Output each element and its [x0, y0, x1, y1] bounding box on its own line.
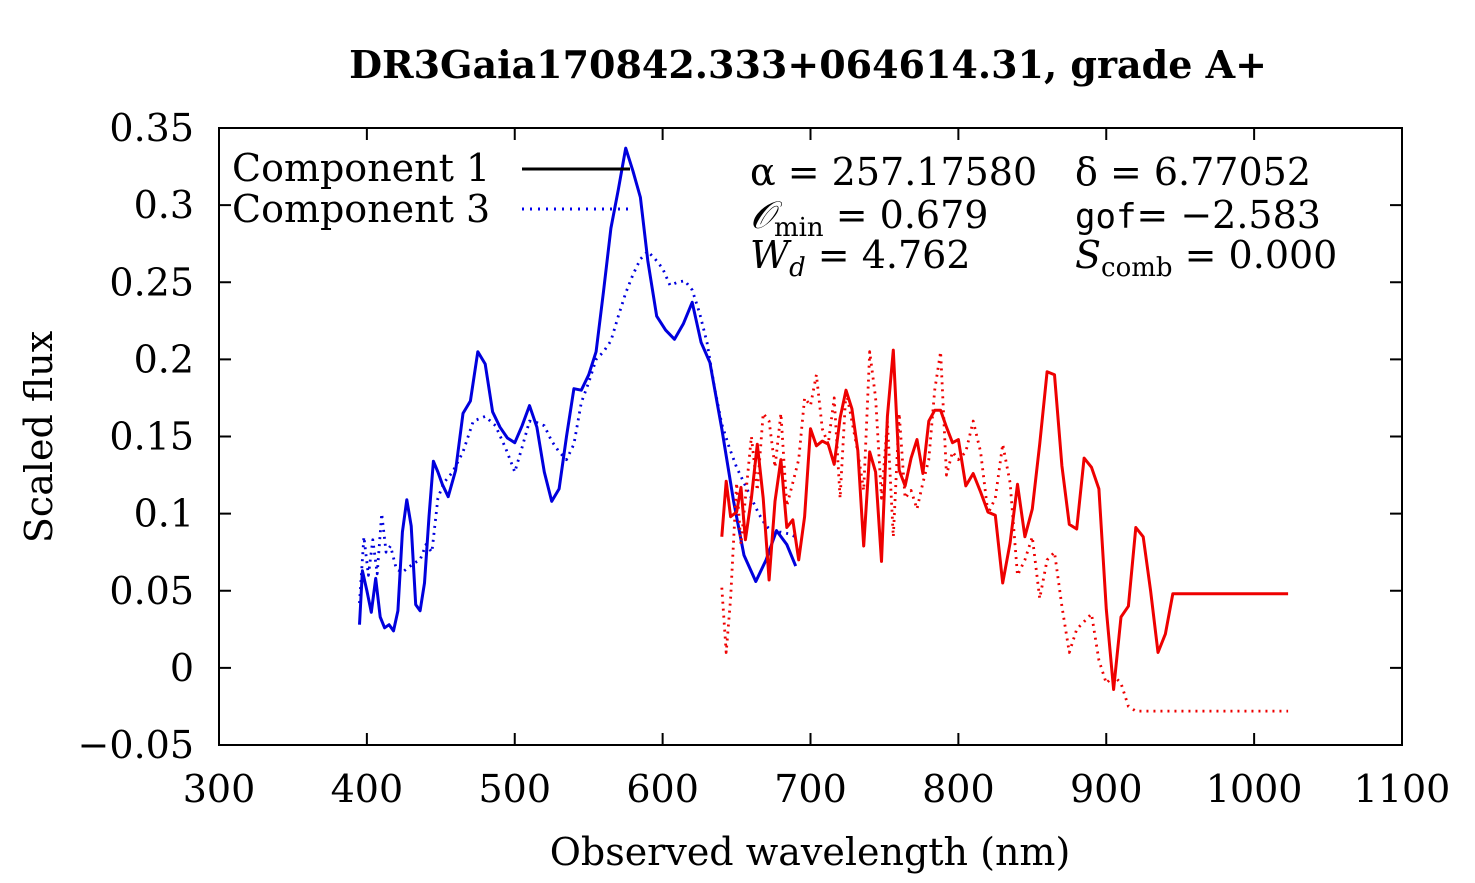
annotation-block: α = 257.17580 δ = 6.77052 𝒪min = 0.679 g… [750, 150, 1337, 283]
annotation-delta: δ = 6.77052 [1075, 150, 1311, 194]
omin-value: = 0.679 [824, 193, 989, 237]
y-tick-label: 0 [170, 646, 194, 690]
x-tick-label: 400 [331, 767, 404, 811]
x-tick-label: 500 [478, 767, 551, 811]
omin-subscript: min [774, 213, 824, 243]
legend-label-component-3: Component 3 [232, 187, 490, 231]
y-tick-label: 0.25 [109, 260, 194, 304]
x-axis-label: Observed wavelength (nm) [550, 830, 1071, 874]
x-tick-label: 300 [183, 767, 256, 811]
annotation-omin: 𝒪min = 0.679 [750, 193, 988, 243]
x-tick-label: 800 [922, 767, 995, 811]
wd-subscript: d [789, 253, 806, 283]
gof-symbol: gof [1075, 197, 1136, 237]
x-tick-label: 600 [626, 767, 699, 811]
y-tick-label: 0.2 [134, 337, 194, 381]
gof-value: = −2.583 [1136, 193, 1321, 237]
y-axis: −0.05 0 0.05 0.1 0.15 0.2 0.25 0.3 0.35 [78, 106, 1402, 767]
series-line-3 [720, 350, 1289, 713]
y-tick-label: 0.05 [109, 569, 194, 613]
y-tick-label: 0.35 [109, 106, 194, 150]
scomb-subscript: comb [1101, 253, 1173, 283]
annotation-alpha: α = 257.17580 [750, 150, 1037, 194]
legend-label-component-1: Component 1 [232, 146, 490, 190]
wd-value: = 4.762 [806, 233, 971, 277]
annotation-gof: gof= −2.583 [1075, 193, 1321, 237]
annotation-wd: Wd = 4.762 [750, 233, 971, 283]
y-axis-label: Scaled flux [17, 331, 61, 543]
series-layer [358, 146, 1289, 713]
x-axis: 300 400 500 600 700 800 900 1000 1100 [183, 128, 1451, 811]
legend: Component 1 Component 3 [232, 146, 630, 231]
scomb-symbol: S [1075, 233, 1101, 277]
wd-symbol: W [750, 233, 792, 277]
series-line-0 [358, 146, 798, 633]
y-tick-label: 0.1 [134, 492, 194, 536]
y-tick-label: 0.3 [134, 183, 194, 227]
scomb-value: = 0.000 [1173, 233, 1338, 277]
x-tick-label: 1000 [1206, 767, 1303, 811]
y-tick-label: −0.05 [78, 723, 194, 767]
series-line-1 [358, 249, 797, 604]
y-tick-label: 0.15 [109, 415, 194, 459]
series-line-2 [720, 348, 1289, 691]
x-tick-label: 900 [1070, 767, 1143, 811]
x-tick-label: 700 [774, 767, 847, 811]
x-tick-label: 1100 [1354, 767, 1451, 811]
annotation-scomb: Scomb = 0.000 [1075, 233, 1337, 283]
chart-title: DR3Gaia170842.333+064614.31, grade A+ [349, 42, 1267, 87]
